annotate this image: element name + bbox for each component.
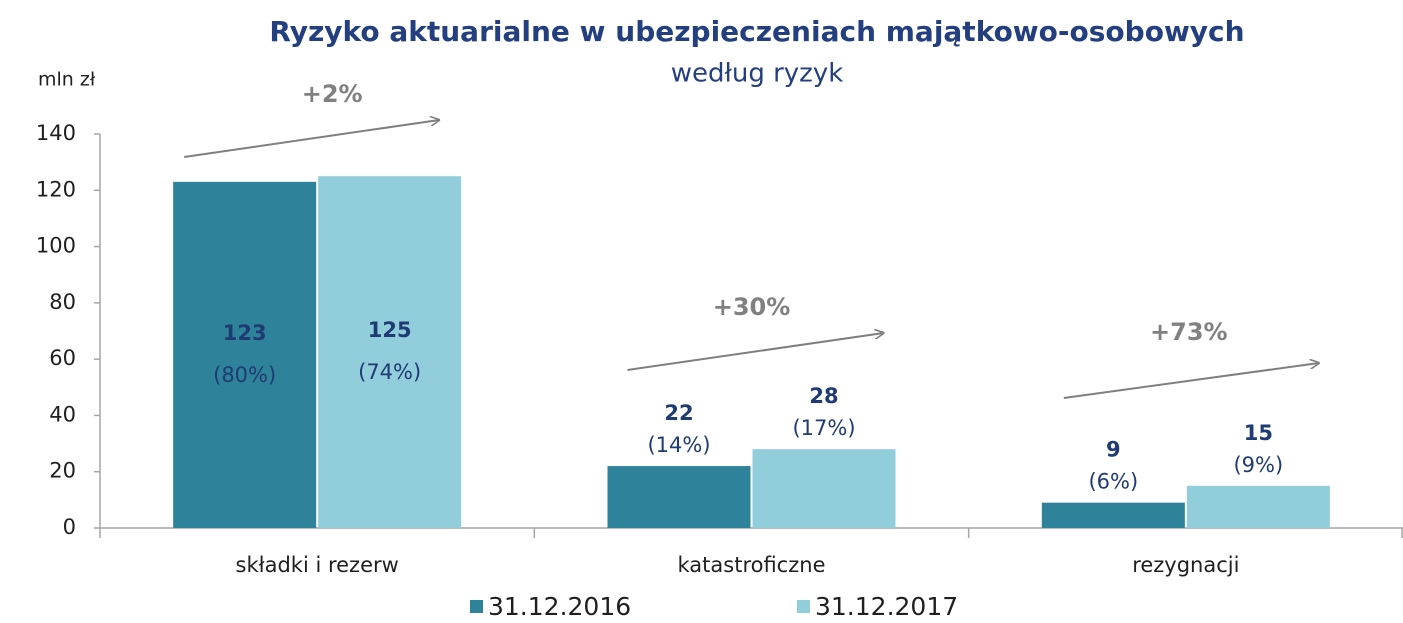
data-label: 125	[368, 318, 412, 342]
y-tick-label: 120	[36, 177, 76, 201]
y-tick-label: 0	[63, 515, 76, 539]
y-tick-label: 140	[36, 121, 76, 145]
share-label: (14%)	[647, 433, 710, 457]
x-tick-label: składki i rezerw	[236, 553, 399, 577]
x-tick-label: katastroficzne	[678, 553, 826, 577]
share-label: (17%)	[792, 416, 855, 440]
growth-arrow	[184, 120, 439, 158]
x-tick-label: rezygnacji	[1132, 553, 1239, 577]
bar	[1186, 485, 1330, 528]
share-label: (6%)	[1088, 470, 1138, 494]
chart-title: Ryzyko aktuarialne w ubezpieczeniach maj…	[269, 15, 1244, 48]
y-tick-label: 20	[49, 459, 76, 483]
growth-label: +2%	[302, 80, 363, 108]
data-label: 28	[809, 384, 838, 408]
data-label: 22	[664, 401, 693, 425]
bar	[173, 181, 317, 529]
bar	[1041, 502, 1185, 528]
y-tick-label: 40	[49, 402, 76, 426]
legend-label: 31.12.2016	[488, 592, 631, 621]
bar	[318, 176, 462, 528]
growth-label: +30%	[713, 293, 791, 321]
bar	[752, 449, 896, 528]
share-label: (80%)	[213, 363, 276, 387]
chart-subtitle: według ryzyk	[671, 59, 844, 89]
share-label: (74%)	[358, 360, 421, 384]
y-tick-label: 60	[49, 346, 76, 370]
y-tick-label: 80	[49, 290, 76, 314]
y-axis-label: mln zł	[38, 69, 96, 91]
legend-swatch	[470, 600, 483, 613]
growth-arrow	[1063, 363, 1319, 399]
growth-label: +73%	[1150, 318, 1228, 346]
data-label: 15	[1244, 421, 1273, 445]
growth-arrow	[627, 333, 884, 371]
share-label: (9%)	[1233, 453, 1283, 477]
y-tick-label: 100	[36, 234, 76, 258]
bar	[607, 466, 751, 528]
legend-swatch	[797, 600, 810, 613]
data-label: 123	[223, 321, 267, 345]
legend-label: 31.12.2017	[815, 592, 958, 621]
data-label: 9	[1106, 438, 1121, 462]
